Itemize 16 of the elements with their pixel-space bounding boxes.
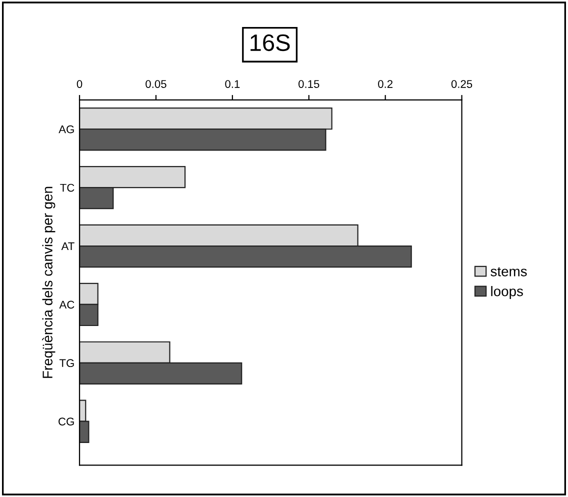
y-tick-label: CG bbox=[58, 418, 74, 426]
x-tick-label: 0.05 bbox=[146, 80, 166, 88]
y-tick-label: AC bbox=[59, 300, 74, 309]
x-tick-label: 0.2 bbox=[378, 80, 392, 88]
x-tick-label: 0.15 bbox=[298, 80, 320, 88]
chart-title: 16S bbox=[250, 34, 290, 52]
y-tick-label: TC bbox=[60, 184, 74, 192]
y-tick-label: AG bbox=[58, 125, 74, 134]
x-tick-label: 0.1 bbox=[225, 80, 240, 88]
y-axis-title: Freqüència dels canvis per gen bbox=[42, 186, 56, 378]
legend-label: loops bbox=[491, 286, 523, 299]
legend-label: stems bbox=[490, 267, 527, 276]
x-tick-label: 0.25 bbox=[451, 80, 472, 88]
y-tick-label: TG bbox=[59, 359, 74, 368]
y-tick-label: AT bbox=[61, 242, 74, 250]
x-tick-label: 0 bbox=[76, 80, 82, 88]
